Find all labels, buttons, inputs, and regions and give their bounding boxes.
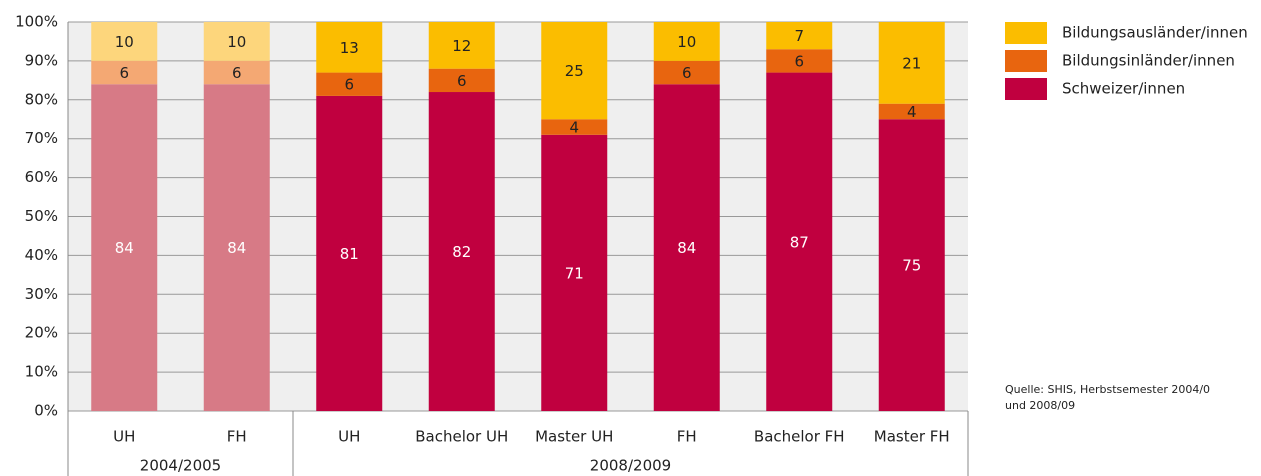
legend-label: Bildungsinländer/innen [1062,52,1235,70]
x-tick-label: Bachelor UH [415,428,508,446]
data-label: 84 [677,239,696,257]
legend-label: Bildungsausländer/innen [1062,24,1248,42]
bar-segment [428,22,495,69]
x-tick-label: UH [338,428,360,446]
bar-segment [766,72,833,411]
x-tick-label: Bachelor FH [754,428,845,446]
y-tick-label: 10% [25,363,58,381]
legend-swatch [1005,22,1047,44]
group-label: 2004/2005 [140,457,221,475]
legend-label: Schweizer/innen [1062,80,1185,98]
data-label: 4 [569,119,579,137]
data-label: 81 [340,245,359,263]
bar-segment [878,103,945,120]
bar-segment [91,22,158,61]
bar-segment [878,119,945,411]
data-label: 75 [902,257,921,275]
x-tick-label: Master UH [535,428,613,446]
legend-swatch [1005,78,1047,100]
bar-segment [428,92,495,412]
y-tick-label: 90% [25,51,58,69]
bar-segment [766,22,833,50]
data-label: 10 [227,33,246,51]
data-label: 21 [902,54,921,72]
bar-segment [541,22,608,120]
legend-swatch [1005,50,1047,72]
bar-segment [203,60,270,85]
bar-segment [316,22,383,73]
x-tick-label: FH [227,428,247,446]
bar-segment [541,134,608,411]
y-tick-label: 80% [25,90,58,108]
bar-segment [878,22,945,104]
bar-segment [653,60,720,85]
bar-segment [203,84,270,412]
y-tick-label: 40% [25,246,58,264]
data-label: 84 [227,239,246,257]
group-label: 2008/2009 [590,457,671,475]
bar-segment [766,49,833,73]
data-label: 12 [452,37,471,55]
y-tick-label: 50% [25,207,58,225]
data-label: 13 [340,39,359,57]
y-tick-label: 30% [25,285,58,303]
data-label: 84 [115,239,134,257]
data-label: 10 [115,33,134,51]
x-tick-label: Master FH [874,428,950,446]
bar-segment [316,72,383,96]
y-tick-label: 20% [25,324,58,342]
y-tick-label: 100% [15,13,58,31]
source-note: Quelle: SHIS, Herbstsemester 2004/0 [1005,383,1210,396]
x-tick-label: FH [677,428,697,446]
data-label: 87 [790,233,809,251]
source-note: und 2008/09 [1005,399,1075,412]
y-tick-label: 70% [25,129,58,147]
data-label: 25 [565,62,584,80]
bar-segment [653,84,720,412]
y-tick-label: 0% [34,402,58,420]
bar-segment [91,60,158,85]
data-label: 6 [794,52,804,70]
data-label: 6 [344,76,354,94]
bar-segment [203,22,270,61]
bar-segment [653,22,720,61]
bar-segment [541,119,608,135]
data-label: 6 [457,72,467,90]
data-label: 6 [119,64,129,82]
y-tick-label: 60% [25,168,58,186]
data-label: 6 [232,64,242,82]
data-label: 71 [565,264,584,282]
data-label: 6 [682,64,692,82]
bar-segment [91,84,158,412]
bar-segment [428,68,495,93]
data-label: 7 [794,27,804,45]
data-label: 4 [907,103,917,121]
data-label: 82 [452,243,471,261]
x-tick-label: UH [113,428,135,446]
bar-segment [316,95,383,411]
data-label: 10 [677,33,696,51]
